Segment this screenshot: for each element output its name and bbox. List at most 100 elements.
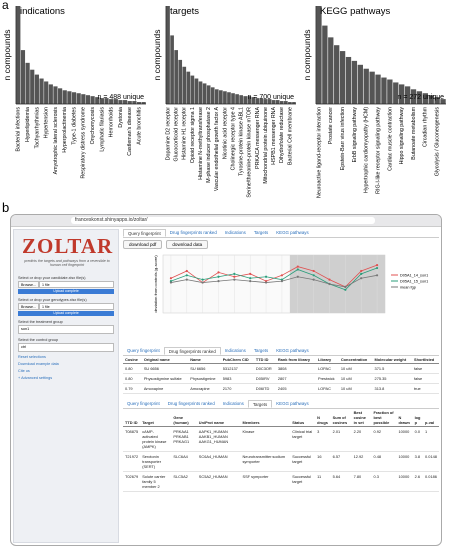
bar (198, 81, 203, 104)
table-cell: 3.8 (412, 451, 424, 472)
browse-button[interactable]: Browse... (18, 281, 39, 288)
chart-title: indications (20, 6, 65, 17)
x-tick-label: Onychomycosis (90, 107, 96, 145)
table-cell: 2405 (275, 383, 316, 394)
button[interactable]: download data (166, 240, 209, 249)
bar (322, 25, 328, 105)
table-row: 0.79 Amoxapine Amoxapine 2170 D06ITD 2405 LOPA… (123, 383, 439, 394)
bar (99, 98, 104, 104)
bar (231, 93, 235, 104)
table-cell: T08875 (123, 426, 141, 452)
table-cell: SLC5A2 (171, 471, 197, 492)
field-label: Select or drop your candidate.xlsx file(… (18, 276, 86, 280)
point (264, 281, 268, 284)
x-tick-label: Dopamine D2 receptor (165, 107, 171, 161)
bar (58, 88, 63, 104)
tab[interactable]: KEGG pathways (276, 230, 309, 235)
tagline: predicts the targets and pathways from a… (24, 259, 110, 267)
table-cell: 10000 (396, 426, 413, 452)
tab[interactable]: KEGG pathways (276, 401, 309, 406)
point (280, 274, 284, 277)
x-tick-label: Histamine N-methyltransferase (198, 107, 204, 180)
annotation: n = 700 unique (247, 94, 294, 101)
table-cell: SSF symporter (240, 471, 291, 492)
table-cell: Physostigmine (188, 373, 221, 384)
bar (76, 93, 81, 104)
x-tick-label: HSPB1 messenger RNA (271, 107, 277, 165)
bar (214, 89, 219, 104)
bar (339, 51, 346, 104)
tab-bar: Query fingerprint Drug fingerprints ranke… (123, 400, 439, 409)
x-tick-label: Type-1 diabetes (71, 107, 77, 145)
point (185, 278, 188, 281)
query-fingerprint-chart: deviation from controls (g-score) D05A1_1… (153, 255, 428, 314)
table-cell: 371.5 (372, 363, 412, 374)
table-cell: 0.0148 (423, 451, 439, 472)
tab[interactable]: KEGG pathways (276, 348, 309, 353)
tab[interactable]: Targets (247, 400, 273, 408)
column-header: Shortlisted (411, 356, 439, 364)
tab[interactable]: Drug fingerprints ranked (169, 230, 217, 235)
tab[interactable]: Drug fingerprints ranked (163, 347, 221, 355)
tab[interactable]: Targets (253, 348, 269, 353)
button[interactable]: download pdf (123, 240, 163, 249)
link[interactable]: Reset selections (18, 355, 46, 359)
file-status: 1 file (38, 281, 114, 288)
tab[interactable]: Drug fingerprints ranked (167, 401, 215, 406)
table-cell: 0.0186 (423, 471, 439, 492)
bar (393, 82, 399, 104)
bar (334, 45, 340, 104)
tab[interactable]: Query fingerprint (123, 229, 166, 237)
table-cell: SU 6656 (141, 363, 189, 374)
bar (255, 98, 260, 104)
bar (210, 87, 215, 104)
point (296, 265, 299, 268)
column-header: p-val (423, 409, 439, 427)
bar (118, 100, 123, 104)
upload-progress: Upload complete (18, 289, 114, 294)
dropdown[interactable]: son1 (18, 325, 114, 334)
point (312, 269, 315, 273)
browse-button[interactable]: Browse... (18, 303, 39, 310)
link[interactable]: + Advanced settings (18, 376, 53, 380)
panel-b: b franceskonst.shinyapps.io/zoltar/ ZOLT… (0, 200, 449, 550)
tab[interactable]: Targets (253, 230, 269, 235)
bar (109, 99, 114, 104)
sidebar: ZOLTAR predicts the targets and pathways… (13, 229, 119, 543)
column-header: Fraction of best possible (371, 409, 397, 427)
tab[interactable]: Query fingerprint (127, 348, 160, 353)
table-cell: 5.64 (330, 471, 352, 492)
bar (81, 94, 86, 104)
logo: ZOLTAR (22, 234, 114, 258)
bar (182, 66, 187, 104)
column-header: PubChem CID (220, 356, 254, 364)
table-row: T02679 Solute carrier family 5 member 2 SL… (123, 471, 439, 492)
table-cell: 10 uM (338, 363, 373, 374)
point (360, 269, 363, 273)
column-header: Best cosine in set (351, 409, 372, 427)
dropdown[interactable]: ctrl (18, 343, 114, 352)
x-tick-label: Castleman's disease (127, 107, 133, 156)
link[interactable]: Cite us (18, 369, 30, 373)
tab[interactable]: Indications (224, 348, 246, 353)
link[interactable]: Download example data (18, 362, 59, 366)
column-header: Molecular weight (372, 356, 412, 364)
bar (288, 102, 292, 104)
column-header: Cosine (123, 356, 142, 364)
address-bar[interactable]: franceskonst.shinyapps.io/zoltar/ (71, 217, 375, 224)
table-cell: 10 uM (338, 373, 373, 384)
tab[interactable]: Indications (224, 230, 246, 235)
table-cell: Successful target (290, 451, 316, 472)
tab[interactable]: Query fingerprint (127, 401, 160, 406)
bar (113, 99, 118, 104)
x-tick-label: Bacterial infections (16, 107, 22, 152)
x-tick-label: Hypertrophic cardiomyopathy (HCM) (364, 107, 370, 193)
table-section: Query fingerprint Drug fingerprints ranke… (123, 347, 439, 394)
point (264, 275, 268, 278)
bar (243, 96, 248, 104)
legend-label: D05A1_15_son1 (400, 280, 428, 284)
bar (369, 71, 375, 104)
x-tick-label: Prostate cancer (328, 107, 334, 144)
tab[interactable]: Indications (222, 401, 244, 406)
table-cell: Amoxapine (141, 383, 189, 394)
